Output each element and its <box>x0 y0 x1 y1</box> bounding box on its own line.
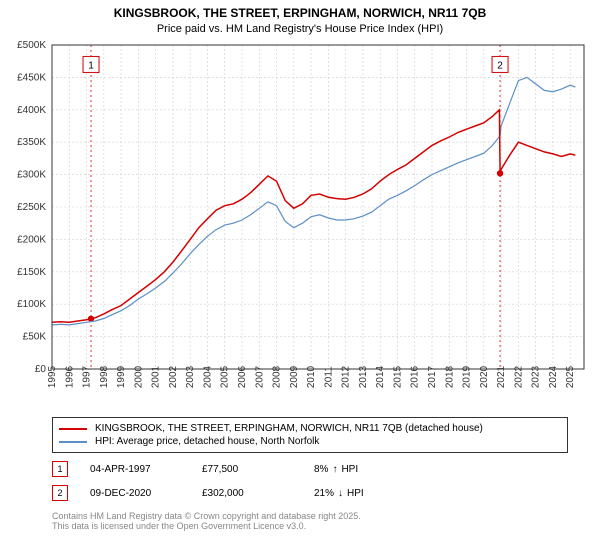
svg-text:£300K: £300K <box>17 170 46 181</box>
transaction-marker-icon: 2 <box>52 485 68 501</box>
svg-text:£500K: £500K <box>17 40 46 51</box>
svg-text:£350K: £350K <box>17 137 46 148</box>
attribution-line1: Contains HM Land Registry data © Crown c… <box>52 511 568 521</box>
svg-text:£200K: £200K <box>17 234 46 245</box>
transaction-list: 1 04-APR-1997 £77,500 8% ↑ HPI 2 09-DEC-2020 £30… <box>52 457 568 505</box>
svg-text:£450K: £450K <box>17 72 46 83</box>
svg-text:2: 2 <box>497 60 503 71</box>
legend-swatch-hpi <box>59 441 87 443</box>
transaction-change-vs: HPI <box>341 464 358 475</box>
arrow-icon: ↓ <box>338 488 343 499</box>
transaction-price: £302,000 <box>202 488 292 499</box>
arrow-icon: ↑ <box>332 464 337 475</box>
svg-text:£400K: £400K <box>17 105 46 116</box>
transaction-change-pct: 8% <box>314 464 328 475</box>
transaction-date: 04-APR-1997 <box>90 464 180 475</box>
transaction-change-pct: 21% <box>314 488 334 499</box>
transaction-change: 21% ↓ HPI <box>314 488 364 499</box>
transaction-price: £77,500 <box>202 464 292 475</box>
svg-text:£50K: £50K <box>23 332 47 343</box>
transaction-row: 2 09-DEC-2020 £302,000 21% ↓ HPI <box>52 481 568 505</box>
transaction-date: 09-DEC-2020 <box>90 488 180 499</box>
svg-text:£100K: £100K <box>17 299 46 310</box>
transaction-marker-icon: 1 <box>52 461 68 477</box>
transaction-change: 8% ↑ HPI <box>314 464 358 475</box>
legend-row-hpi: HPI: Average price, detached house, Nort… <box>59 435 561 448</box>
legend-row-property: KINGSBROOK, THE STREET, ERPINGHAM, NORWI… <box>59 422 561 435</box>
transaction-row: 1 04-APR-1997 £77,500 8% ↑ HPI <box>52 457 568 481</box>
legend-swatch-property <box>59 428 87 430</box>
legend-label-hpi: HPI: Average price, detached house, Nort… <box>95 436 319 447</box>
legend-label-property: KINGSBROOK, THE STREET, ERPINGHAM, NORWI… <box>95 423 483 434</box>
chart-plot-area: £0 £50K £100K £150K £200K £250K £300K £350K £400… <box>0 39 600 409</box>
svg-text:£150K: £150K <box>17 267 46 278</box>
chart-svg: £0 £50K £100K £150K £200K £250K £300K £350K £400… <box>0 39 600 409</box>
svg-text:1: 1 <box>88 60 94 71</box>
attribution: Contains HM Land Registry data © Crown c… <box>52 511 568 531</box>
chart-subtitle: Price paid vs. HM Land Registry's House … <box>0 20 600 39</box>
svg-text:£250K: £250K <box>17 202 46 213</box>
legend: KINGSBROOK, THE STREET, ERPINGHAM, NORWI… <box>52 417 568 453</box>
chart-title: KINGSBROOK, THE STREET, ERPINGHAM, NORWI… <box>0 0 600 20</box>
svg-text:£0: £0 <box>35 364 47 375</box>
transaction-change-vs: HPI <box>347 488 364 499</box>
chart-container: KINGSBROOK, THE STREET, ERPINGHAM, NORWI… <box>0 0 600 560</box>
attribution-line2: This data is licensed under the Open Gov… <box>52 521 568 531</box>
